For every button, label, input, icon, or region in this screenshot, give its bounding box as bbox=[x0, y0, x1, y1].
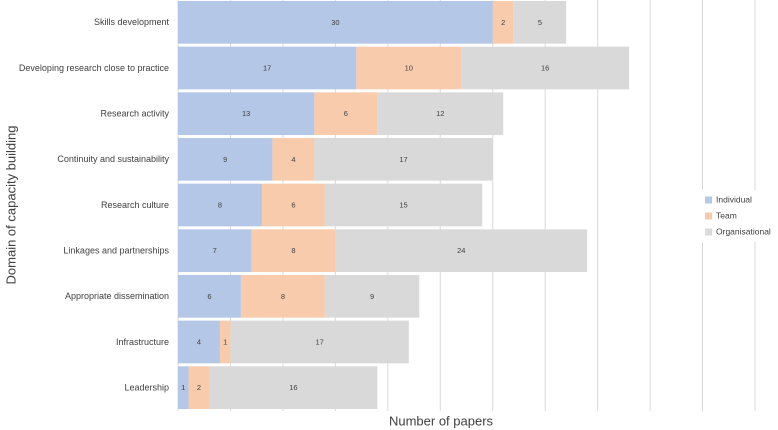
legend-label: Team bbox=[716, 210, 737, 220]
data-label: 16 bbox=[289, 383, 297, 392]
data-label: 6 bbox=[344, 109, 348, 118]
data-label: 4 bbox=[197, 337, 201, 346]
data-label: 17 bbox=[399, 155, 407, 164]
y-tick-label: Research culture bbox=[101, 200, 169, 210]
bar-segment bbox=[178, 320, 220, 364]
bar-segment bbox=[178, 46, 357, 90]
y-tick-label: Leadership bbox=[124, 383, 169, 393]
bar-segment bbox=[240, 275, 325, 318]
bar-segment bbox=[356, 46, 462, 90]
data-label: 5 bbox=[538, 18, 542, 27]
y-tick-label: Linkages and partnerships bbox=[63, 246, 169, 256]
legend-label: Organisational bbox=[716, 226, 771, 236]
y-tick-label: Appropriate dissemination bbox=[65, 291, 169, 301]
bar-segment bbox=[324, 275, 420, 318]
bar-segment bbox=[513, 1, 567, 44]
data-label: 6 bbox=[207, 292, 211, 301]
data-label: 16 bbox=[541, 63, 549, 72]
data-label: 1 bbox=[223, 337, 227, 346]
bar-segment bbox=[492, 1, 514, 44]
bar-segment bbox=[251, 229, 336, 272]
data-label: 9 bbox=[370, 292, 374, 301]
bar-segment bbox=[178, 229, 252, 272]
bar-segment bbox=[178, 183, 262, 227]
data-label: 24 bbox=[457, 246, 465, 255]
x-axis-title: Number of papers bbox=[389, 413, 494, 428]
data-label: 10 bbox=[405, 63, 413, 72]
bar-segment bbox=[188, 366, 210, 409]
bar-segment bbox=[261, 183, 325, 227]
data-label: 2 bbox=[501, 18, 505, 27]
data-label: 12 bbox=[436, 109, 444, 118]
data-label: 2 bbox=[197, 383, 201, 392]
data-label: 17 bbox=[315, 337, 323, 346]
bar-segment bbox=[178, 138, 273, 181]
bar-segment bbox=[219, 320, 231, 364]
bar-segment bbox=[335, 229, 588, 272]
data-label: 9 bbox=[223, 155, 227, 164]
bar-segment bbox=[324, 183, 483, 227]
data-label: 15 bbox=[399, 200, 407, 209]
bar-segment bbox=[272, 138, 315, 181]
y-tick-label: Skills development bbox=[94, 17, 170, 27]
data-label: 30 bbox=[331, 18, 339, 27]
y-axis-title: Domain of capacity building bbox=[3, 126, 18, 285]
y-tick-label: Infrastructure bbox=[116, 337, 169, 347]
bar-segment bbox=[377, 92, 504, 135]
legend-label: Individual bbox=[716, 194, 752, 204]
data-label: 7 bbox=[213, 246, 217, 255]
legend-swatch bbox=[705, 228, 712, 236]
bar-segment bbox=[461, 46, 630, 90]
y-tick-label: Developing research close to practice bbox=[19, 63, 169, 73]
bar-segment bbox=[230, 320, 409, 364]
data-label: 8 bbox=[218, 200, 222, 209]
y-tick-label: Continuity and sustainability bbox=[57, 154, 169, 164]
bar-segment bbox=[209, 366, 378, 409]
data-label: 8 bbox=[281, 292, 285, 301]
legend-box bbox=[700, 190, 778, 242]
bar-segment bbox=[178, 275, 241, 318]
data-label: 17 bbox=[263, 63, 271, 72]
bar-segment bbox=[178, 366, 189, 409]
legend-swatch bbox=[705, 212, 712, 220]
bar-segment bbox=[314, 138, 493, 181]
data-label: 1 bbox=[181, 383, 185, 392]
legend-swatch bbox=[705, 196, 712, 204]
y-tick-label: Research activity bbox=[100, 109, 169, 119]
data-label: 13 bbox=[242, 109, 250, 118]
data-label: 4 bbox=[291, 155, 295, 164]
bar-segment bbox=[178, 92, 315, 135]
data-label: 8 bbox=[291, 246, 295, 255]
bar-segment bbox=[178, 1, 493, 44]
bar-segment bbox=[314, 92, 378, 135]
data-label: 6 bbox=[291, 200, 295, 209]
